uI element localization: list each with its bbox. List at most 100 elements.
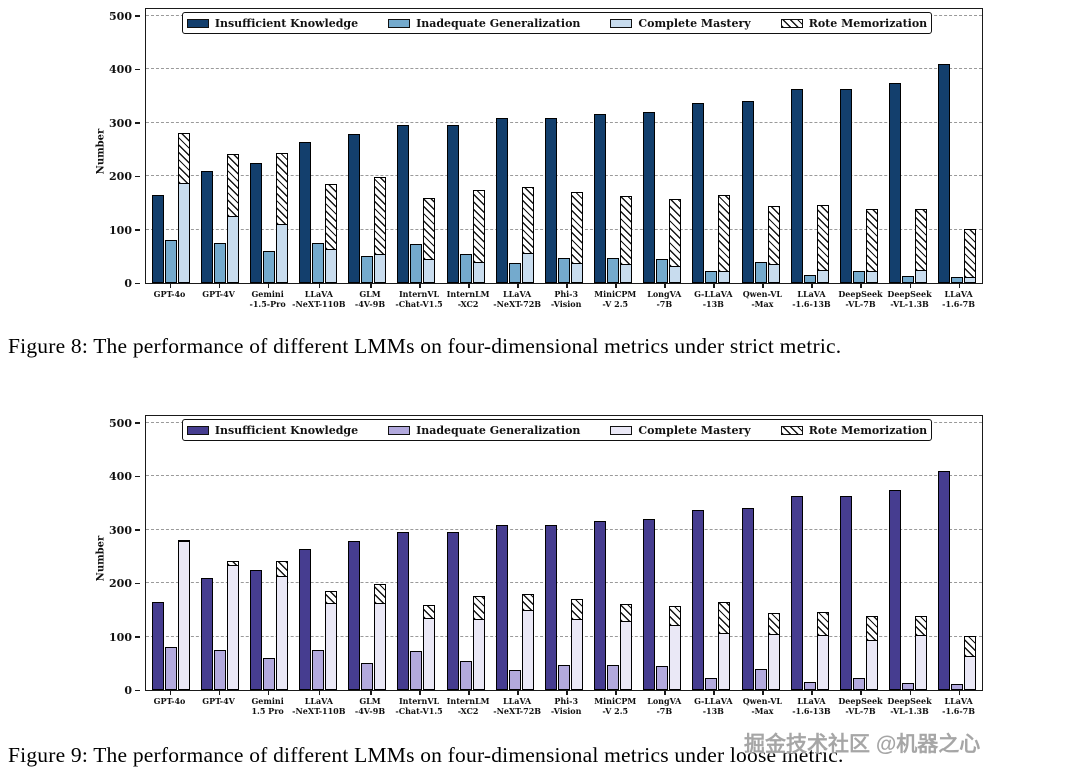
plot-area: Insufficient Knowledge Inadequate General… <box>145 8 983 284</box>
x-label-line2: -VL-1.3B <box>890 706 929 716</box>
x-label-line1: InternLM <box>446 696 490 706</box>
figure9-loose-chart: Insufficient Knowledge Inadequate General… <box>0 415 1080 727</box>
y-tick-mark <box>135 15 140 17</box>
bar-stacked-mastery <box>865 209 878 283</box>
x-label-line2: -Vision <box>550 299 582 309</box>
x-label-line1: LongVA <box>647 289 682 299</box>
x-label-line2: -1.6-13B <box>792 299 831 309</box>
bar-inadequate-generalization <box>361 663 374 690</box>
x-label-line1: Qwen-VL <box>742 696 783 706</box>
bar-group <box>392 416 441 690</box>
x-tick-mark <box>419 691 421 695</box>
bar-insufficient-knowledge <box>643 112 656 283</box>
x-label-line2: -V 2.5 <box>602 706 629 716</box>
x-tick-mark <box>958 284 961 288</box>
segment-rote-memorization <box>226 154 239 217</box>
x-label-line2: -13B <box>702 299 724 309</box>
bar-inadequate-generalization <box>410 244 423 283</box>
bar-inadequate-generalization <box>312 243 325 283</box>
y-tick-mark <box>135 422 140 424</box>
x-tick-label: LLaVA -NeXT-72B <box>493 284 542 309</box>
segment-rote-memorization <box>669 199 682 267</box>
segment-complete-mastery <box>865 641 878 690</box>
x-label-line1: GPT-4V <box>202 696 235 706</box>
bar-stacked-mastery <box>423 605 436 690</box>
segment-complete-mastery <box>521 611 534 690</box>
bar-stacked-mastery <box>964 229 977 283</box>
bar-inadequate-generalization <box>262 251 275 283</box>
gridline <box>146 175 982 176</box>
y-axis: 0 100 200 300 400 500 <box>96 8 140 290</box>
legend-swatch-complete-mastery <box>610 18 633 28</box>
segment-complete-mastery <box>226 217 239 283</box>
bar-stacked-mastery <box>570 192 583 283</box>
segment-complete-mastery <box>718 272 731 283</box>
segment-rote-memorization <box>865 616 878 641</box>
x-label-line2: -1.6-7B <box>942 299 976 309</box>
legend-label: Complete Mastery <box>638 16 751 30</box>
bar-stacked-mastery <box>226 154 239 283</box>
bar-stacked-mastery <box>177 540 190 690</box>
bar-group <box>785 416 834 690</box>
x-label-line1: Qwen-VL <box>742 289 783 299</box>
bars-area <box>146 9 982 283</box>
x-label-line2: -NeXT-72B <box>493 299 542 309</box>
bar-stacked-mastery <box>275 153 288 283</box>
x-tick-label: LLaVA -1.6-13B <box>787 284 836 309</box>
x-label-line1: LLaVA <box>944 289 973 299</box>
segment-complete-mastery <box>718 634 731 690</box>
bar-group <box>343 416 392 690</box>
segment-rote-memorization <box>472 596 485 620</box>
bar-insufficient-knowledge <box>495 118 508 283</box>
x-tick-mark <box>811 284 813 288</box>
bar-group <box>392 9 441 283</box>
bar-stacked-mastery <box>669 606 682 690</box>
bar-inadequate-generalization <box>508 263 521 283</box>
bar-group <box>884 416 933 690</box>
x-tick-label: MiniCPM -V 2.5 <box>591 691 640 716</box>
legend-swatch-inadequate-generalization <box>388 18 411 28</box>
x-label-line1: MiniCPM <box>594 289 637 299</box>
gridline <box>146 582 982 583</box>
bar-inadequate-generalization <box>902 276 915 283</box>
x-label-line1: LLaVA <box>304 696 333 706</box>
y-tick-label: 200 <box>109 170 132 183</box>
bar-group <box>589 416 638 690</box>
watermark-text: 掘金技术社区 @机器之心 <box>744 733 981 756</box>
legend: Insufficient Knowledge Inadequate General… <box>182 12 932 34</box>
x-label-line1: Phi-3 <box>554 696 579 706</box>
bar-insufficient-knowledge <box>249 163 262 283</box>
gridline <box>146 475 982 476</box>
x-label-line1: DeepSeek <box>887 696 932 706</box>
x-tick-mark <box>664 284 666 288</box>
x-label-line2: -V 2.5 <box>602 299 629 309</box>
bar-group <box>638 9 687 283</box>
segment-rote-memorization <box>669 606 682 626</box>
x-tick-label: Qwen-VL -Max <box>738 284 787 309</box>
bar-inadequate-generalization <box>459 661 472 690</box>
x-label-line1: Gemini <box>251 289 284 299</box>
bar-stacked-mastery <box>816 205 829 283</box>
y-tick-mark <box>135 175 140 177</box>
segment-rote-memorization <box>226 561 239 566</box>
segment-rote-memorization <box>423 198 436 260</box>
bar-stacked-mastery <box>521 187 534 283</box>
legend-item: Complete Mastery <box>610 16 751 30</box>
bars-area <box>146 416 982 690</box>
x-label-line2: -13B <box>702 706 724 716</box>
x-tick-mark <box>860 284 862 288</box>
segment-complete-mastery <box>964 657 977 690</box>
segment-complete-mastery <box>570 620 583 690</box>
bar-inadequate-generalization <box>164 647 177 690</box>
x-label-line1: G-LLaVA <box>694 289 733 299</box>
x-label-line1: InternVL <box>398 289 440 299</box>
segment-rote-memorization <box>865 209 878 272</box>
y-tick-mark <box>135 229 140 231</box>
bar-group <box>146 9 195 283</box>
legend-label: Insufficient Knowledge <box>214 16 359 30</box>
legend-label: Complete Mastery <box>638 423 751 437</box>
bar-stacked-mastery <box>620 604 633 690</box>
bar-insufficient-knowledge <box>692 103 705 283</box>
x-tick-mark <box>318 691 321 695</box>
x-tick-mark <box>267 284 270 288</box>
